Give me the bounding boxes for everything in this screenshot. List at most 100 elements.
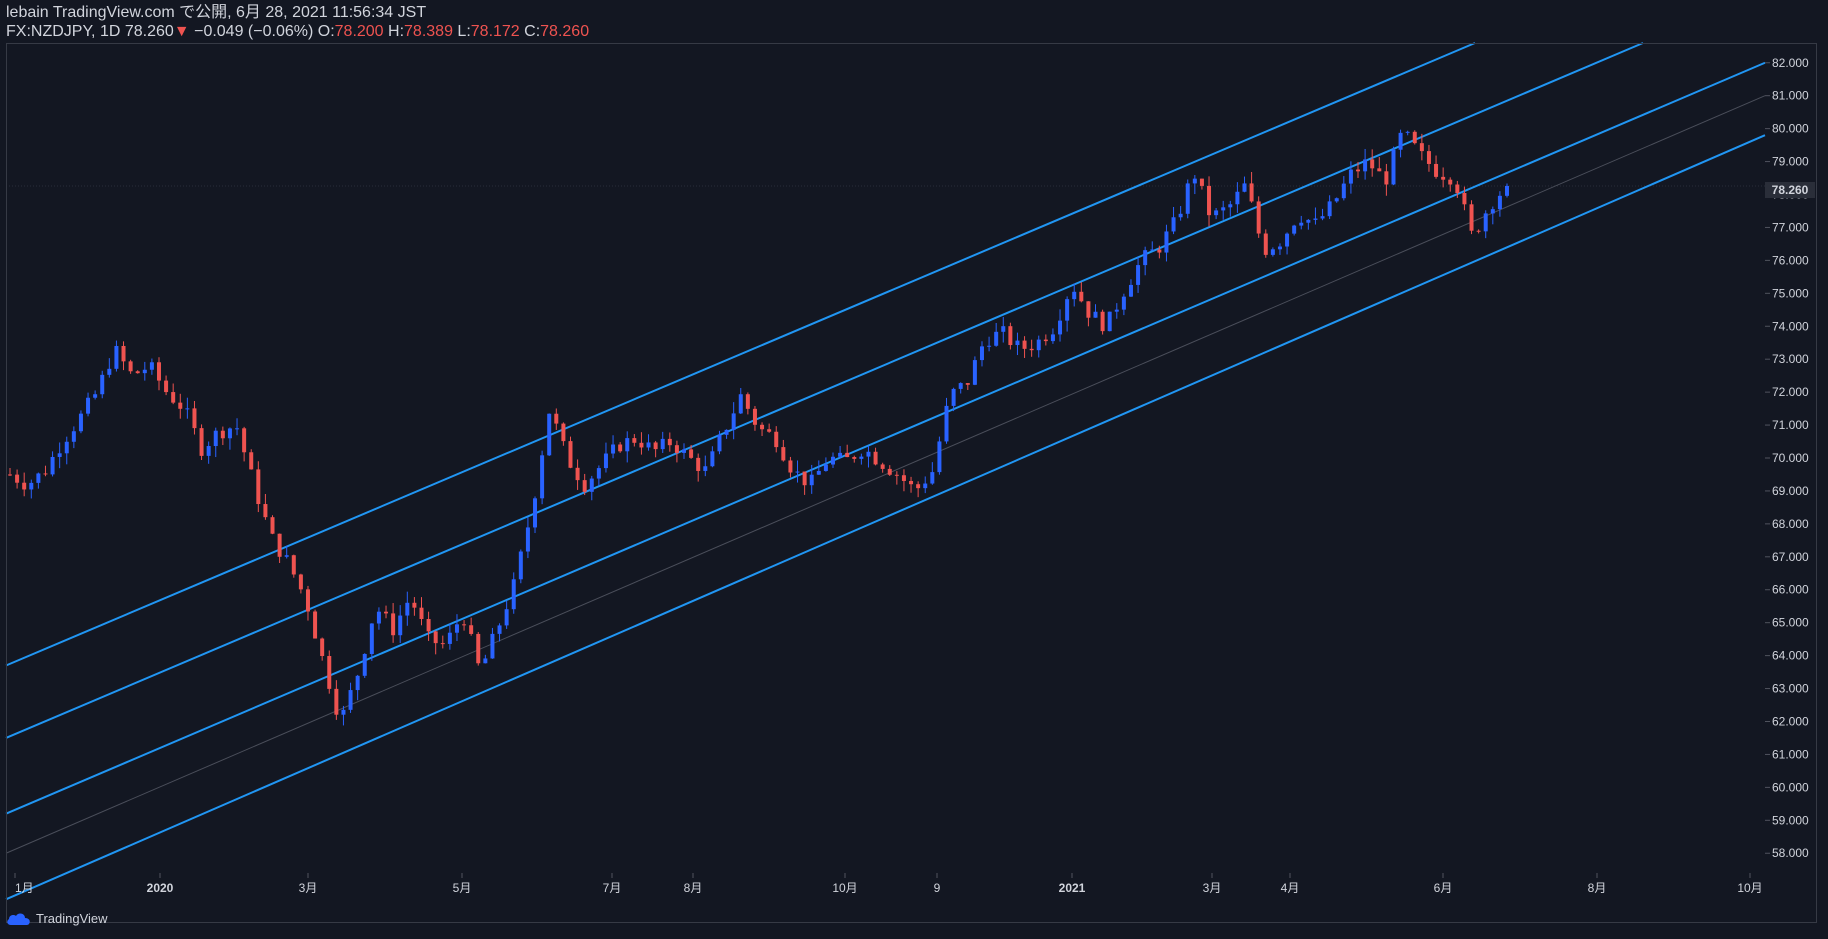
channel-lines[interactable] (5, 42, 1766, 901)
candle-body (838, 452, 843, 457)
y-tick-label: 70.000 (1772, 451, 1809, 465)
y-tick-label: 64.000 (1772, 649, 1809, 663)
candle-body (178, 402, 183, 409)
x-tick-label: 2020 (147, 881, 174, 895)
candle-body (242, 428, 247, 453)
x-tick-label: 8月 (684, 881, 703, 895)
candle-body (440, 643, 445, 645)
candle-body (916, 484, 921, 489)
y-tick-label: 59.000 (1772, 813, 1809, 827)
candle-body (1249, 183, 1254, 202)
candle-body (738, 394, 743, 414)
candle-body (149, 362, 154, 370)
candle-body (1441, 176, 1446, 180)
candle-body (1192, 178, 1197, 184)
candles (8, 129, 1509, 726)
y-tick-label: 73.000 (1772, 352, 1809, 366)
candle-body (696, 457, 701, 471)
candle-body (1497, 195, 1502, 210)
candle-body (121, 345, 126, 362)
channel-line-4 (5, 134, 1766, 901)
candle-body (1029, 348, 1034, 351)
candle-body (1235, 191, 1240, 205)
candle-body (135, 371, 140, 374)
candle-body (1299, 222, 1304, 226)
x-tick-label: 10月 (832, 881, 857, 895)
candle-body (78, 413, 83, 432)
candle-body (703, 466, 708, 471)
candle-body (1341, 183, 1346, 199)
candle-body (1001, 326, 1006, 332)
candle-body (1171, 217, 1176, 232)
candle-body (1121, 296, 1126, 310)
candle-body (1065, 299, 1070, 321)
x-tick-label: 2021 (1059, 881, 1086, 895)
candle-body (1079, 291, 1084, 302)
tradingview-logo[interactable]: TradingView (6, 911, 108, 926)
candle-body (490, 633, 495, 659)
candle-body (1483, 213, 1488, 232)
y-tick-label: 82.000 (1772, 56, 1809, 70)
candle-body (752, 408, 757, 425)
y-tick-label: 75.000 (1772, 286, 1809, 300)
candle-body (1178, 213, 1183, 218)
candle-body (86, 397, 91, 414)
candle-body (1405, 131, 1410, 133)
candle-body (249, 452, 254, 470)
candle-body (823, 464, 828, 471)
candle-body (653, 442, 658, 450)
y-tick-label: 72.000 (1772, 385, 1809, 399)
candle-body (589, 478, 594, 492)
candle-body (724, 429, 729, 435)
candle-body (305, 589, 310, 612)
candle-body (362, 653, 367, 676)
candle-body (376, 611, 381, 624)
candle-body (57, 453, 62, 457)
low-value: 78.172 (470, 23, 520, 40)
candle-body (1313, 218, 1318, 220)
candle-body (348, 690, 353, 710)
candle-body (944, 405, 949, 442)
price-axis[interactable]: 58.000 59.000 60.000 61.000 62.000 63.000 64.0… (1765, 56, 1809, 860)
candle-body (1462, 193, 1467, 205)
candle-body (36, 473, 41, 483)
candle-body (809, 474, 814, 486)
y-tick-label: 71.000 (1772, 418, 1809, 432)
candle-body (618, 444, 623, 452)
candle-body (1505, 185, 1509, 196)
candle-body (894, 474, 899, 476)
candle-body (50, 456, 55, 475)
candle-body (476, 633, 481, 664)
y-tick-label: 65.000 (1772, 616, 1809, 630)
candle-body (426, 618, 431, 632)
candle-body (533, 498, 538, 528)
candle-body (419, 607, 424, 619)
x-tick-label: 8月 (1588, 881, 1607, 895)
candle-body (1128, 284, 1133, 297)
candle-body (497, 625, 502, 634)
candle-body (1100, 311, 1105, 332)
candle-body (611, 444, 616, 454)
candle-body (632, 438, 637, 443)
candle-body (405, 602, 410, 616)
candle-body (774, 431, 779, 448)
time-axis[interactable]: 1月 2020 3月 5月 7月 8月 10月 9 2021 3月 4月 6月 8月 10月 (14, 873, 1763, 895)
candle-body (412, 602, 417, 608)
y-tick-label: 67.000 (1772, 550, 1809, 564)
candle-body (852, 457, 857, 459)
candle-body (156, 362, 161, 381)
candle-body (1008, 326, 1013, 346)
candle-body (1228, 204, 1233, 208)
candle-body (1469, 204, 1474, 231)
symbol-name[interactable]: FX:NZDJPY, 1D (6, 23, 121, 40)
y-tick-label: 77.000 (1772, 220, 1809, 234)
x-tick-label: 1月 (15, 881, 34, 895)
candle-body (1434, 163, 1439, 177)
candle-body (447, 632, 452, 644)
candle-body (220, 430, 225, 439)
candle-body (1363, 159, 1368, 172)
y-tick-label: 79.000 (1772, 155, 1809, 169)
chart-header: lebain TradingView.com で公開, 6月 28, 2021 … (6, 3, 589, 41)
candle-body (511, 579, 516, 610)
